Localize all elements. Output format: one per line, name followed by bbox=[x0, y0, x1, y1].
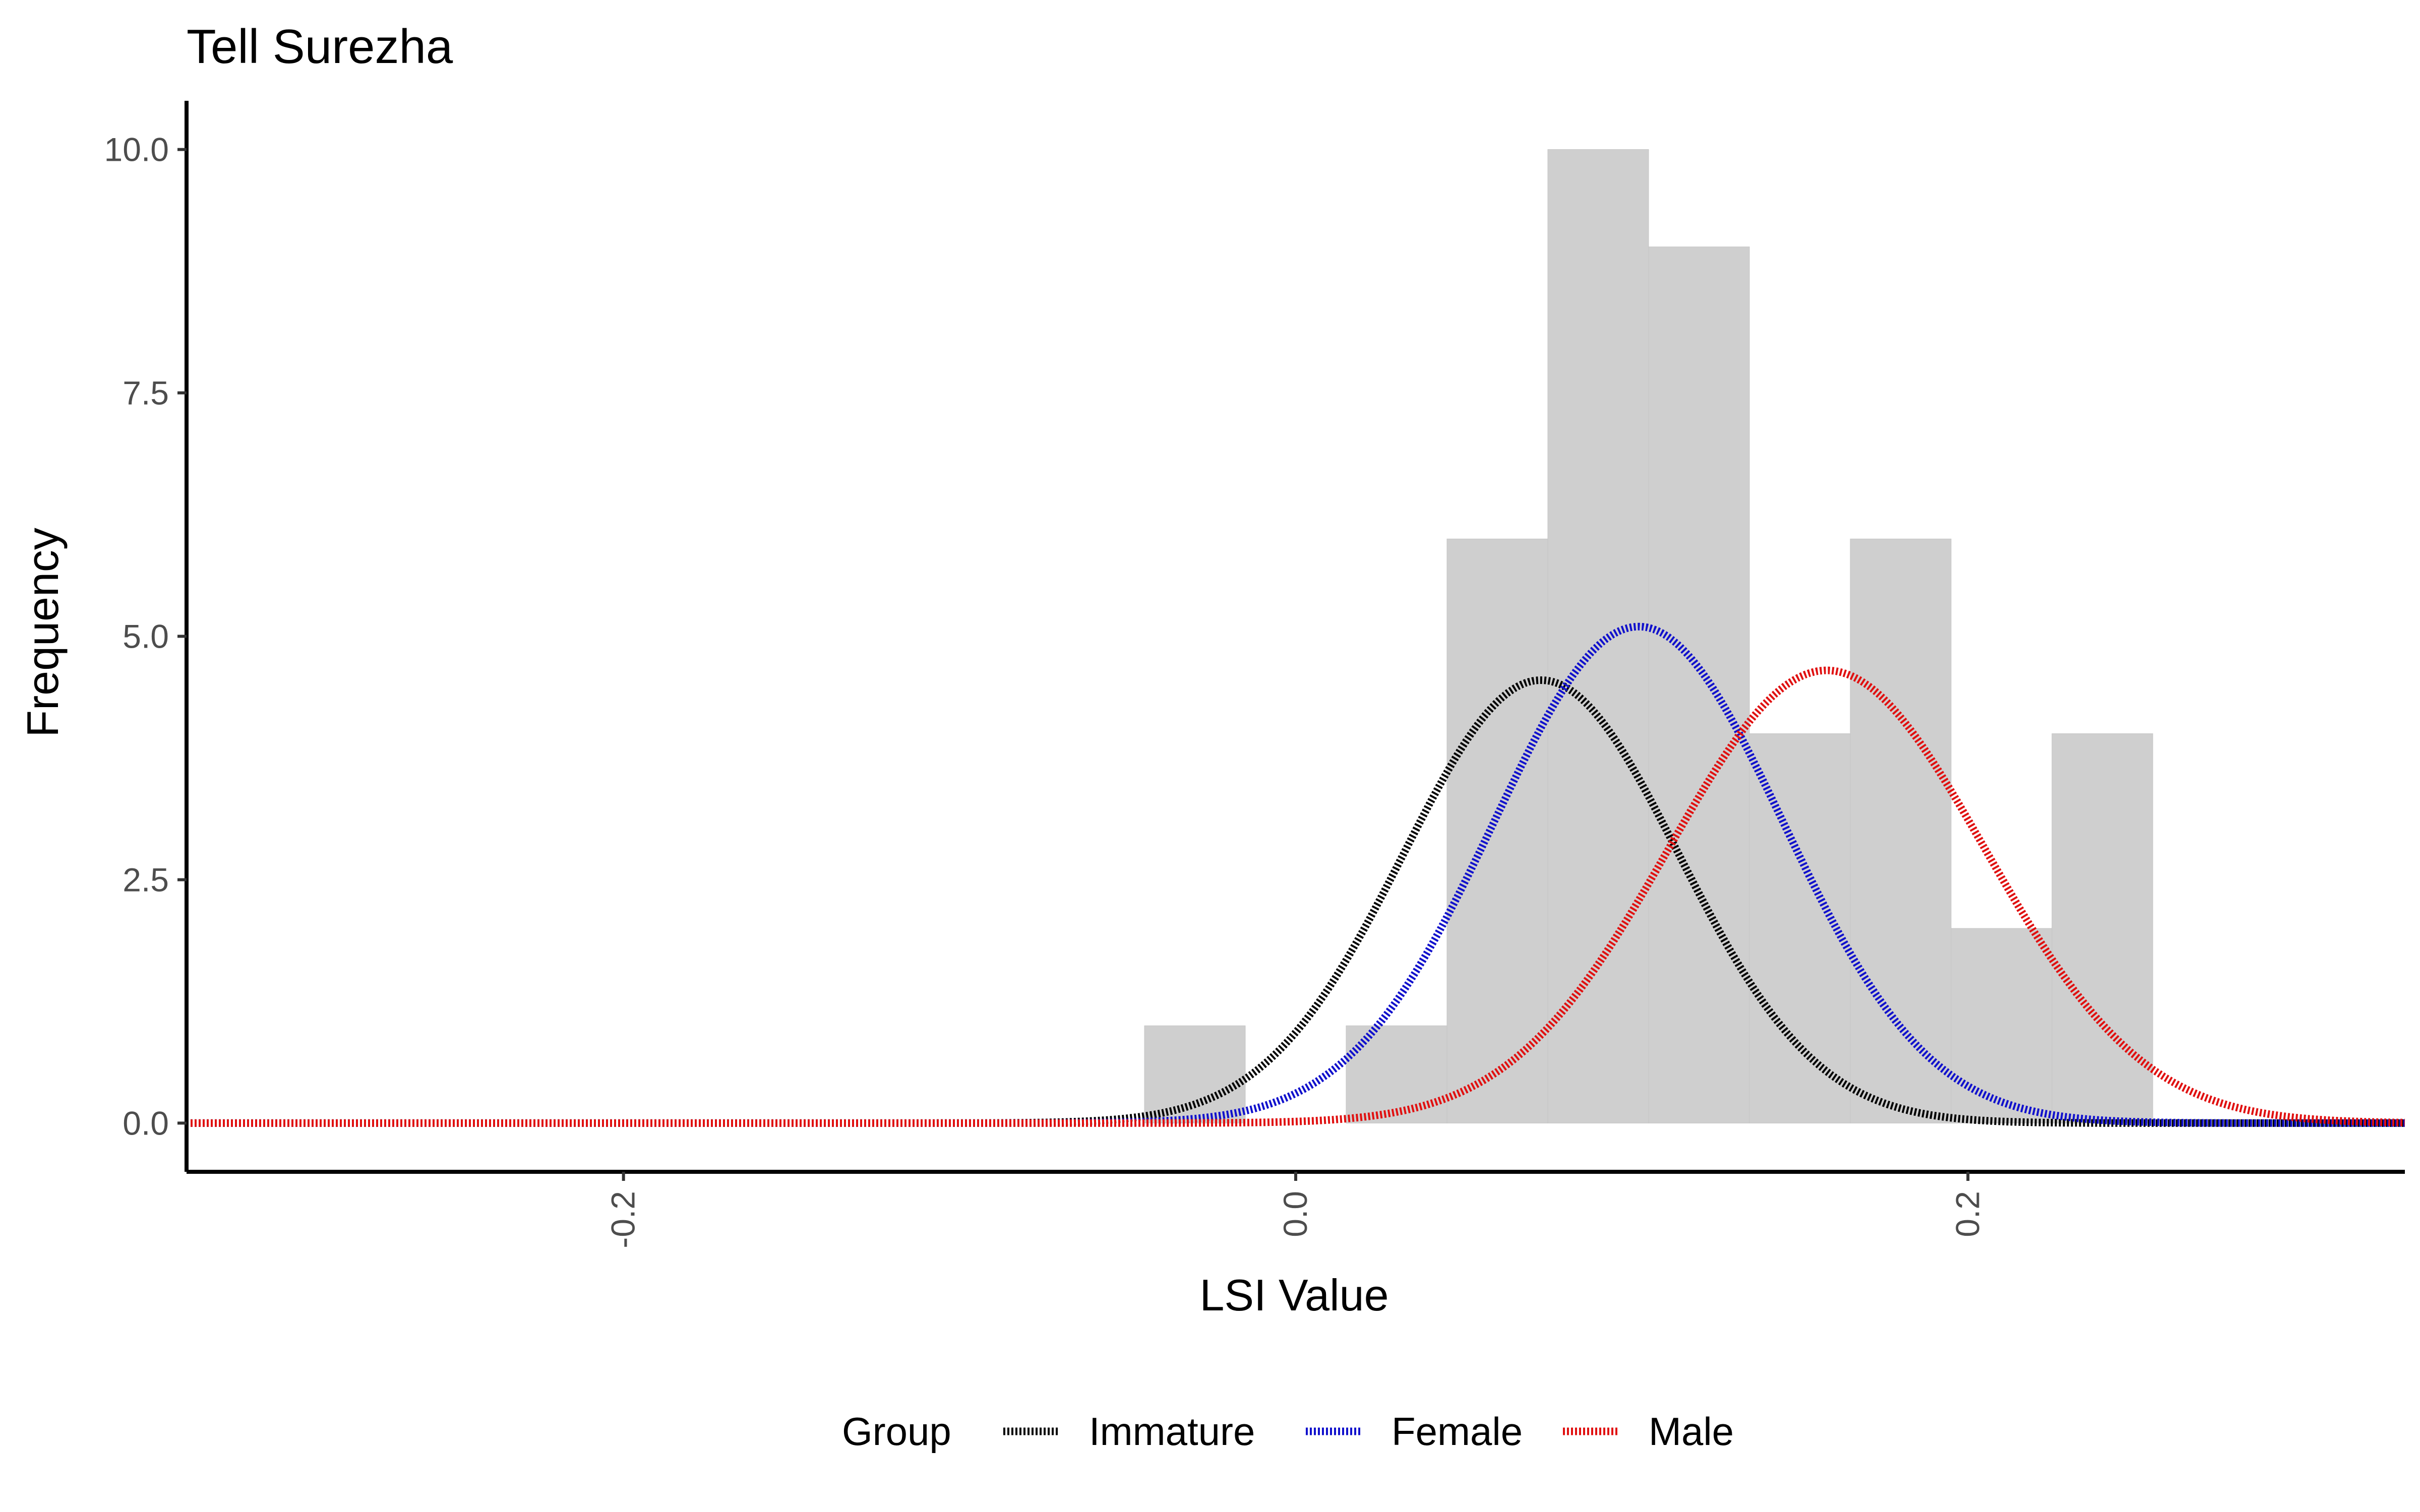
y-tick-label: 5.0 bbox=[123, 618, 169, 655]
histogram-bar-7 bbox=[1850, 538, 1952, 1123]
histogram-bar-9 bbox=[2051, 733, 2153, 1123]
histogram-bar-0 bbox=[1144, 1025, 1246, 1123]
histogram-bar-4 bbox=[1547, 149, 1649, 1123]
histogram-bar-3 bbox=[1446, 538, 1548, 1123]
axes: 0.0 2.5 5.0 7.5 10.0 -0.2 0.0 0.2 bbox=[104, 101, 2405, 1248]
legend-label-female: Female bbox=[1392, 1409, 1523, 1454]
legend: Group Immature Female Male bbox=[842, 1409, 1734, 1454]
x-tick-label: 0.2 bbox=[1949, 1191, 1986, 1237]
x-axis-title: LSI Value bbox=[1199, 1270, 1388, 1320]
histogram-bar-5 bbox=[1648, 246, 1750, 1123]
legend-label-male: Male bbox=[1649, 1409, 1734, 1454]
histogram-bars bbox=[1144, 149, 2153, 1123]
x-tick-label: 0.0 bbox=[1277, 1191, 1314, 1237]
y-tick-label: 0.0 bbox=[123, 1104, 169, 1142]
y-tick-label: 10.0 bbox=[104, 131, 169, 168]
legend-label-immature: Immature bbox=[1089, 1409, 1255, 1454]
legend-title: Group bbox=[842, 1409, 951, 1454]
y-tick-label: 7.5 bbox=[123, 374, 169, 412]
y-axis-title: Frequency bbox=[18, 528, 68, 737]
density-curve-male bbox=[187, 666, 2405, 1127]
density-curve-immature bbox=[187, 676, 2405, 1127]
density-curves bbox=[187, 622, 2405, 1127]
chart-title: Tell Surezha bbox=[187, 20, 453, 74]
x-tick-label: -0.2 bbox=[604, 1191, 642, 1248]
y-tick-label: 2.5 bbox=[123, 861, 169, 898]
histogram-bar-8 bbox=[1951, 928, 2052, 1123]
histogram-bar-6 bbox=[1749, 733, 1851, 1123]
